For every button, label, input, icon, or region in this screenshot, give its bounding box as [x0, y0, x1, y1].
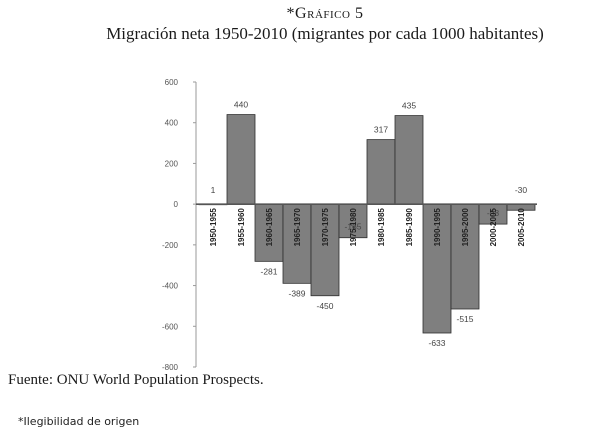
data-label-1960-1965: -281: [260, 266, 277, 276]
bar-1980-1985: [366, 139, 396, 205]
data-label-1990-1995: -633: [428, 338, 445, 348]
x-category-label: 1975-1980: [349, 208, 358, 247]
x-category-label: 1960-1965: [265, 208, 274, 247]
source-note: Fuente: ONU World Population Prospects.: [8, 372, 264, 388]
y-tick-label: -400: [162, 282, 179, 291]
bar-1995-2000: [450, 203, 480, 310]
x-category-label: 2000-2005: [489, 208, 498, 247]
y-tick-label: -200: [162, 241, 179, 250]
chart-title: Migración neta 1950-2010 (migrantes por …: [106, 24, 544, 43]
data-label-1975-1980: -165: [344, 222, 361, 232]
data-label-1985-1990: 435: [402, 101, 416, 111]
chart-title-block: *Gráfico 5 Migración neta 1950-2010 (mig…: [65, 4, 585, 44]
data-label-1950-1955: 1: [211, 185, 216, 195]
data-label-1995-2000: -515: [456, 314, 473, 324]
x-category-label: 1950-1955: [209, 208, 218, 247]
x-category-label: 1995-2000: [461, 208, 470, 247]
y-tick-label: -800: [162, 363, 179, 372]
x-category-label: 1970-1975: [321, 208, 330, 247]
bar-1985-1990: [394, 115, 424, 205]
illegibility-note: *Ilegibilidad de origen: [18, 415, 140, 428]
data-label-1970-1975: -450: [316, 301, 333, 311]
y-tick-label: 200: [165, 159, 179, 168]
data-label-1965-1970: -389: [288, 288, 305, 298]
data-label-2000-2005: -98: [487, 208, 500, 218]
x-category-label: 2005-2010: [517, 208, 526, 247]
x-category-label: 1990-1995: [433, 208, 442, 247]
x-category-label: 1965-1970: [293, 208, 302, 247]
figure-reference: *Gráfico 5: [286, 5, 364, 22]
data-label-1955-1960: 440: [234, 100, 248, 110]
x-category-label: 1985-1990: [405, 208, 414, 247]
y-tick-label: 0: [174, 200, 179, 209]
y-tick-label: 400: [165, 119, 179, 128]
bar-1955-1960: [226, 114, 256, 205]
y-tick-label: -600: [162, 322, 179, 331]
data-label-1980-1985: 317: [374, 125, 388, 135]
y-tick-label: 600: [165, 78, 179, 87]
x-category-label: 1980-1985: [377, 208, 386, 247]
data-label-2005-2010: -30: [515, 185, 528, 195]
x-category-label: 1955-1960: [237, 208, 246, 247]
